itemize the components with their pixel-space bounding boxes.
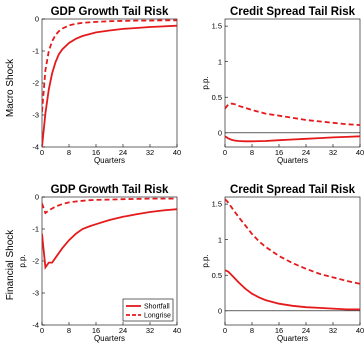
panel-title: GDP Growth Tail Risk [51,184,169,196]
series-longrise-line [42,19,177,112]
x-tick-label: 40 [173,148,181,157]
x-tick-label: 0 [40,148,44,157]
x-tick-label: 32 [329,148,337,157]
y-tick-label: -3 [32,289,39,298]
panel-4: Credit Spread Tail Risk 0 8 16 24 32 40 0 0.5 1 1.… [201,184,364,343]
y-tick-label: 1 [218,57,222,66]
x-axis-label: Quarters [277,156,308,165]
y-tick-label: 0 [35,193,39,202]
legend: Shortfall Longrise [122,298,174,322]
x-tick-label: 16 [275,148,283,157]
legend-label-shortfall: Shortfall [144,303,170,310]
panel-3: GDP Growth Tail Risk 0 8 16 24 32 40 -4 -3 -2 -1 0 Q… [18,184,181,343]
x-tick-label: 8 [67,326,71,335]
x-axis-label: Quarters [94,334,125,343]
x-tick-label: 40 [356,326,364,335]
y-axis-label: p.p. [201,254,210,267]
plot-frame [224,196,361,326]
x-axis-label: Quarters [277,334,308,343]
panel-title: Credit Spread Tail Risk [230,6,356,18]
x-tick-label: 16 [275,326,283,335]
x-tick-label: 8 [250,148,254,157]
panel-2: Credit Spread Tail Risk 0 8 16 24 32 40 0 0.5 1 1.… [201,6,364,165]
x-tick-label: 16 [92,148,100,157]
y-tick-label: -3 [32,111,39,120]
y-tick-label: 0 [35,15,39,24]
y-axis-label: p.p. [201,76,210,89]
y-tick-label: -4 [32,143,39,152]
series-longrise-line [42,197,177,215]
plot-frame [224,18,361,148]
y-tick-label: 0.5 [212,271,222,280]
y-tick-label: 0 [218,306,222,315]
x-tick-label: 32 [329,326,337,335]
series-longrise-line [225,102,360,126]
panel-title: Credit Spread Tail Risk [230,184,356,196]
y-tick-label: -1 [32,225,39,234]
series-shortfall-line [42,24,177,147]
x-tick-label: 40 [356,148,364,157]
x-tick-label: 0 [223,326,227,335]
series-longrise-line [225,198,360,285]
row-label-financial: Financial Shock [5,229,16,301]
x-tick-label: 8 [250,326,254,335]
x-tick-label: 32 [146,148,154,157]
y-tick-label: -1 [32,47,39,56]
x-tick-label: 32 [146,326,154,335]
x-tick-label: 0 [223,148,227,157]
y-tick-label: 1 [218,235,222,244]
x-tick-label: 24 [302,326,310,335]
y-tick-label: 0.5 [212,93,222,102]
y-tick-label: -2 [32,79,39,88]
series-shortfall-line [42,208,177,270]
y-tick-label: -4 [32,321,39,330]
x-tick-label: 8 [67,148,71,157]
panels: GDP Growth Tail Risk 0 8 16 24 32 40 -4 -3 -2 -1 0 Q… [18,6,364,343]
series-shortfall-line [225,135,360,143]
x-tick-label: 24 [119,148,127,157]
x-axis-label: Quarters [94,156,125,165]
row-label-macro: Macro Shock [5,58,16,117]
x-tick-label: 0 [40,326,44,335]
x-tick-label: 24 [302,148,310,157]
y-tick-label: 1.5 [212,200,222,209]
y-tick-label: 1.5 [212,22,222,31]
x-tick-label: 16 [92,326,100,335]
x-tick-label: 40 [173,326,181,335]
plot-frame [41,18,178,148]
y-axis-label: p.p. [18,254,27,267]
panel-title: GDP Growth Tail Risk [51,6,169,18]
panel-1: GDP Growth Tail Risk 0 8 16 24 32 40 -4 -3 -2 -1 0 Q… [32,6,181,165]
series-shortfall-line [225,269,360,311]
y-tick-label: 0 [218,128,222,137]
x-tick-label: 24 [119,326,127,335]
y-tick-label: -2 [32,257,39,266]
legend-label-longrise: Longrise [144,312,171,319]
